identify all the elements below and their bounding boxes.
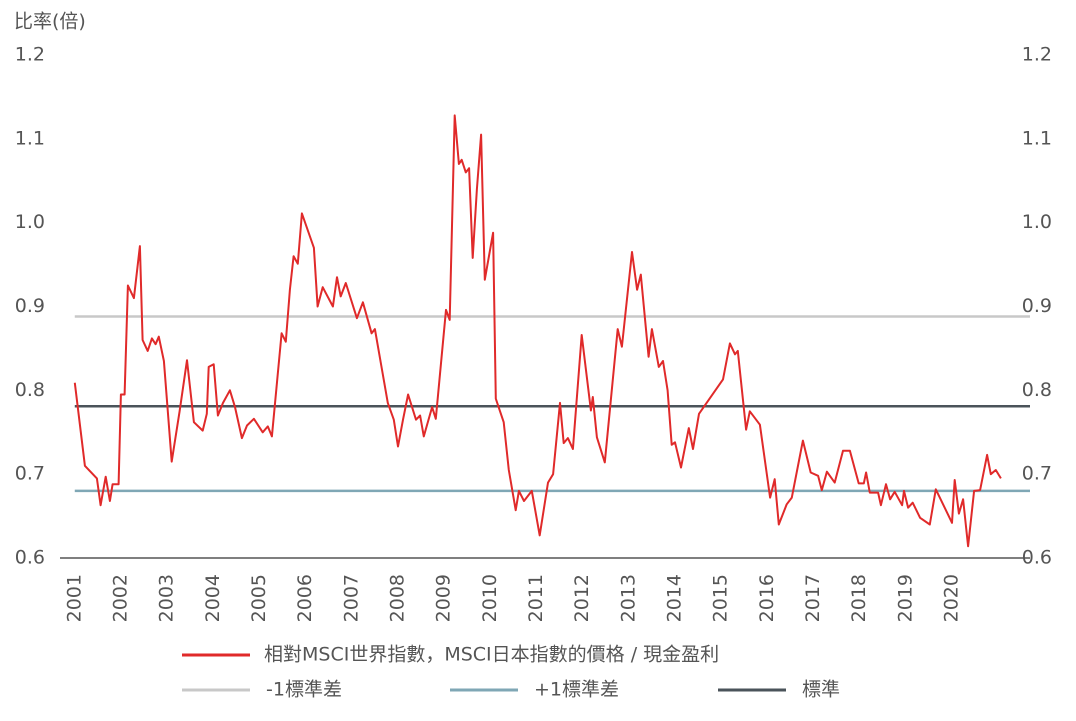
x-tick-label: 2006 — [294, 574, 316, 622]
x-tick-label: 2019 — [894, 574, 916, 622]
x-tick-label: 2015 — [710, 574, 732, 622]
y-axis-title: 比率(倍) — [14, 11, 86, 33]
y-tick-label: 0.6 — [15, 547, 45, 569]
x-tick-label: 2017 — [802, 574, 824, 622]
y2-tick-label: 0.8 — [1022, 379, 1052, 401]
x-tick-label: 2010 — [479, 574, 501, 622]
x-tick-label: 2003 — [156, 574, 178, 622]
x-tick-label: 2011 — [525, 574, 547, 622]
x-tick-label: 2005 — [248, 574, 270, 622]
x-tick-label: 2020 — [940, 574, 962, 622]
x-tick-label: 2009 — [433, 574, 455, 622]
y-tick-label: 0.7 — [15, 463, 45, 485]
data-line — [73, 114, 1002, 548]
x-tick-label: 2001 — [63, 574, 85, 622]
y2-tick-label: 0.7 — [1022, 463, 1052, 485]
y2-tick-label: 1.0 — [1022, 211, 1052, 233]
x-tick-label: 2007 — [340, 574, 362, 622]
x-tick-label: 2002 — [109, 574, 131, 622]
y-tick-label: 1.1 — [15, 127, 45, 149]
x-tick-label: 2018 — [848, 574, 870, 622]
legend-label: 標準 — [802, 679, 840, 701]
x-tick-label: 2014 — [663, 574, 685, 622]
y-tick-label: 0.9 — [15, 295, 45, 317]
legend-label: +1標準差 — [534, 679, 619, 701]
x-tick-label: 2016 — [756, 574, 778, 622]
y-tick-label: 1.0 — [15, 211, 45, 233]
y-tick-label: 0.8 — [15, 379, 45, 401]
y2-tick-label: 0.6 — [1022, 547, 1052, 569]
x-tick-label: 2004 — [202, 574, 224, 622]
legend-label: -1標準差 — [266, 679, 342, 701]
y2-tick-label: 1.2 — [1022, 44, 1052, 66]
x-tick-label: 2008 — [386, 574, 408, 622]
x-tick-label: 2013 — [617, 574, 639, 622]
legend-label: 相對MSCI世界指數，MSCI日本指數的價格 / 現金盈利 — [264, 644, 719, 666]
x-tick-label: 2012 — [571, 574, 593, 622]
y2-tick-label: 0.9 — [1022, 295, 1052, 317]
y-tick-label: 1.2 — [15, 44, 45, 66]
y2-tick-label: 1.1 — [1022, 127, 1052, 149]
